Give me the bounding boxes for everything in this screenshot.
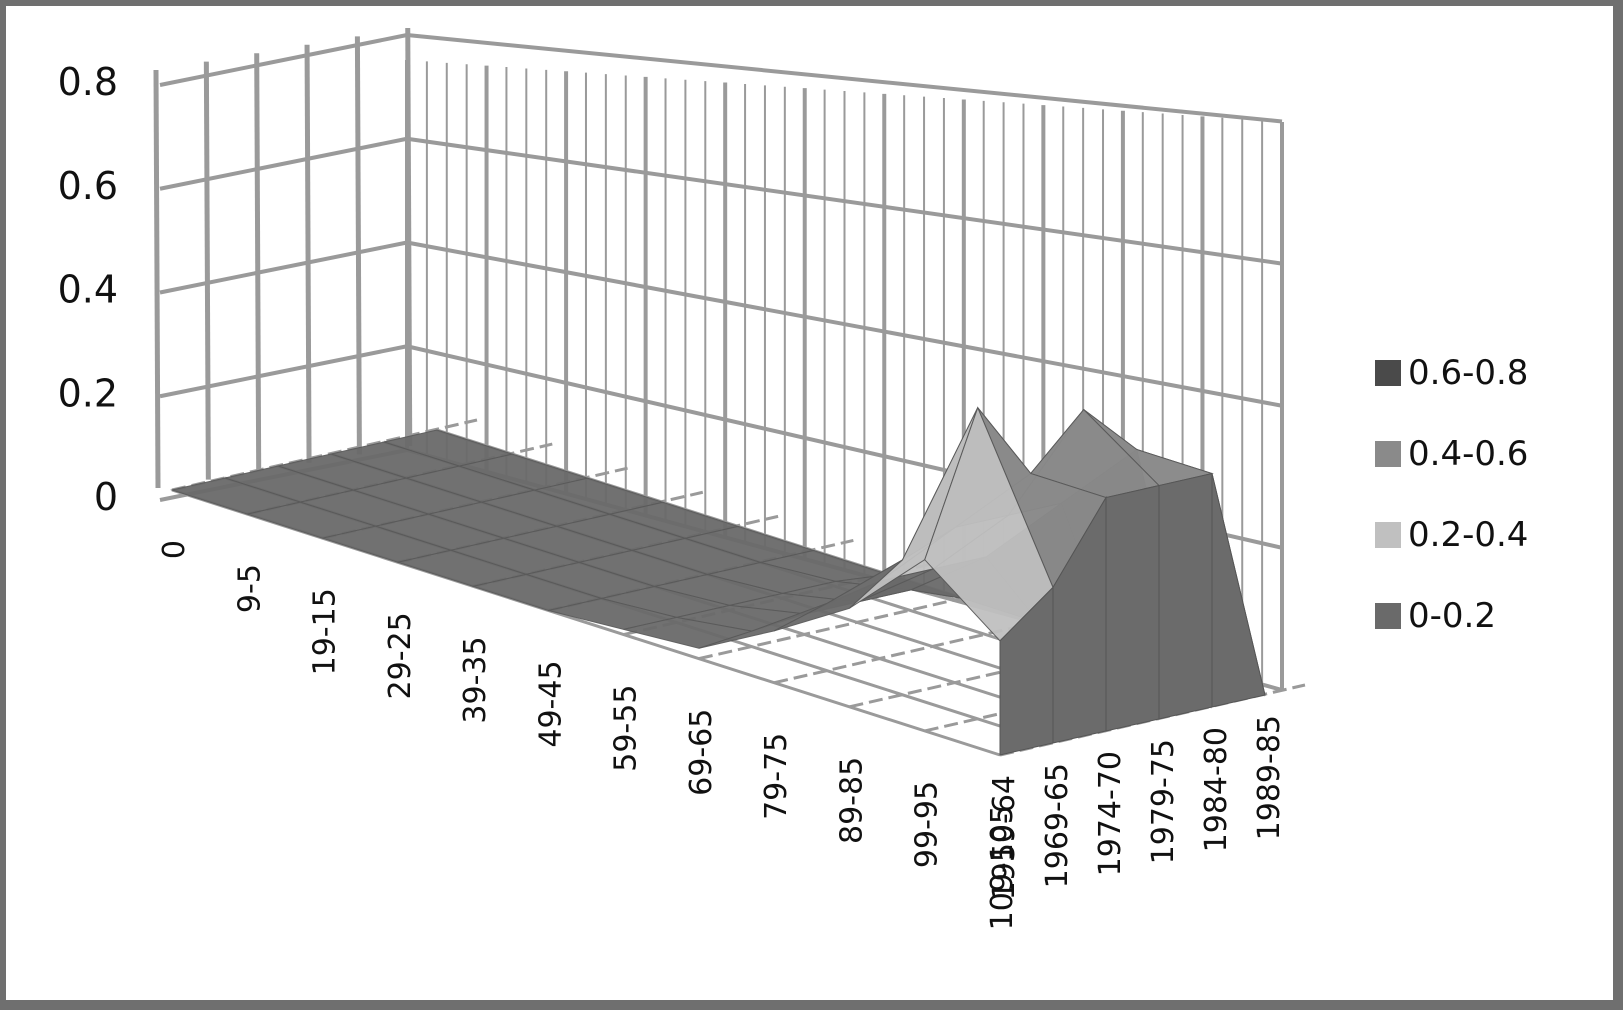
series-label: 1979-75 (1146, 739, 1181, 864)
z-tick-label: 0.8 (58, 60, 118, 104)
side-wall-gridline (304, 44, 312, 463)
series-label: 1989-85 (1252, 715, 1287, 840)
x-tick-label: 99-95 (910, 781, 945, 868)
legend-label: 0-0.2 (1408, 596, 1496, 636)
x-tick-label: 89-85 (834, 757, 869, 844)
z-tick-label: 0.2 (58, 371, 118, 415)
legend-swatch (1375, 360, 1401, 386)
x-tick-label: 9-5 (232, 564, 267, 613)
legend-swatch (1375, 522, 1401, 548)
x-tick-label: 59-55 (609, 685, 644, 772)
surface-front-face (1158, 472, 1213, 720)
surface-front-face (1105, 484, 1160, 732)
z-tick-label: 0 (94, 475, 118, 519)
side-wall-gridline (354, 36, 362, 455)
x-tick-label: 0 (157, 540, 192, 559)
legend-label: 0.4-0.6 (1408, 434, 1528, 474)
legend-swatch (1375, 603, 1401, 629)
side-wall-gridline (153, 69, 161, 489)
back-wall-hgrid (406, 136, 1283, 266)
side-wall-gridline (254, 53, 262, 472)
legend-swatch (1375, 441, 1401, 467)
back-wall-hgrid (406, 33, 1283, 124)
x-tick-label: 109-105 (985, 805, 1020, 930)
legend-label: 0.2-0.4 (1408, 515, 1528, 555)
side-wall-hgrid (159, 136, 408, 191)
x-tick-label: 39-35 (458, 636, 493, 723)
x-tick-label: 79-75 (759, 733, 794, 820)
side-wall-hgrid (159, 33, 408, 87)
x-tick-label: 69-65 (684, 709, 719, 796)
side-wall-hgrid (159, 240, 408, 295)
legend-label: 0.6-0.8 (1408, 353, 1528, 393)
x-tick-label: 29-25 (383, 612, 418, 699)
series-label: 1984-80 (1199, 727, 1234, 852)
surface-front-face (1211, 473, 1266, 708)
series-label: 1969-65 (1040, 763, 1075, 888)
side-wall-hgrid (159, 344, 408, 399)
back-wall-hgrid (406, 240, 1283, 408)
z-tick-label: 0.4 (58, 268, 118, 312)
series-label: 1959-64 (987, 775, 1022, 900)
series-label: 1974-70 (1093, 751, 1128, 876)
side-wall-gridline (203, 61, 211, 480)
x-tick-label: 49-45 (533, 660, 568, 747)
z-tick-label: 0.6 (58, 164, 118, 208)
x-tick-label: 19-15 (308, 588, 343, 675)
